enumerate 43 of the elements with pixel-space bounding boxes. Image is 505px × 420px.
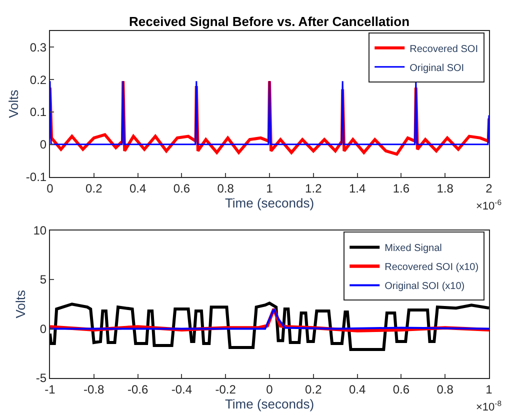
legend-label: Recovered SOI [410,44,478,55]
y-tick-label: 0.2 [30,72,47,87]
y-axis-title: Volts [6,89,21,118]
text: ×10$^{-8}$ [476,399,502,414]
y-axis-title: Volts [13,290,28,318]
x-tick-label: -0.2 [215,382,236,396]
x-tick-label: -0.4 [171,382,192,396]
x-tick-label: 1.4 [348,181,366,196]
x-tick-label: -1 [44,382,56,396]
y-tick-label: 5 [40,272,47,287]
y-tick-label: 0.1 [30,105,47,120]
x-tick-label: 0.8 [436,382,454,396]
text: ×10$^{-6}$ [476,198,502,213]
x-tick-label: 1 [486,382,493,396]
y-tick-label: 10 [33,223,47,238]
x-axis-title: Time (seconds) [224,195,314,210]
x-tick-label: 0 [266,382,274,396]
x-tick-label: 1 [266,181,274,196]
x-axis-title: Time (seconds) [224,396,314,412]
y-tick-label: 0 [40,138,47,152]
y-tick-label: -5 [36,371,47,386]
x-tick-label: 0.2 [86,181,103,196]
x-tick-label: 1.2 [305,181,322,196]
x-tick-label: 0.8 [217,181,234,196]
x-tick-label: 0.4 [129,181,146,196]
x-tick-label: 0.2 [305,382,322,396]
y-tick-label: -0.1 [26,170,47,184]
line-series [50,302,489,351]
x-tick-label: 0.6 [392,382,410,396]
legend-label: Original SOI (x10) [384,281,465,292]
chart-title: Received Signal Before vs. After Cancellation [129,14,410,29]
legend-label: Mixed Signal [384,243,442,254]
x-tick-label: -0.8 [84,382,105,396]
x-tick-label: -0.6 [127,382,148,396]
y-tick-label: 0.3 [30,40,47,54]
legend-label: Original SOI [410,62,464,74]
x-tick-label: 1.8 [436,181,454,196]
x-tick-label: 1.6 [392,181,410,196]
x-tick-label: 2 [486,181,493,196]
x-tick-label: 0.6 [173,181,190,196]
y-tick-label: 0 [40,322,47,336]
x-tick-label: 0.4 [348,382,366,396]
legend-label: Recovered SOI (x10) [384,262,479,274]
